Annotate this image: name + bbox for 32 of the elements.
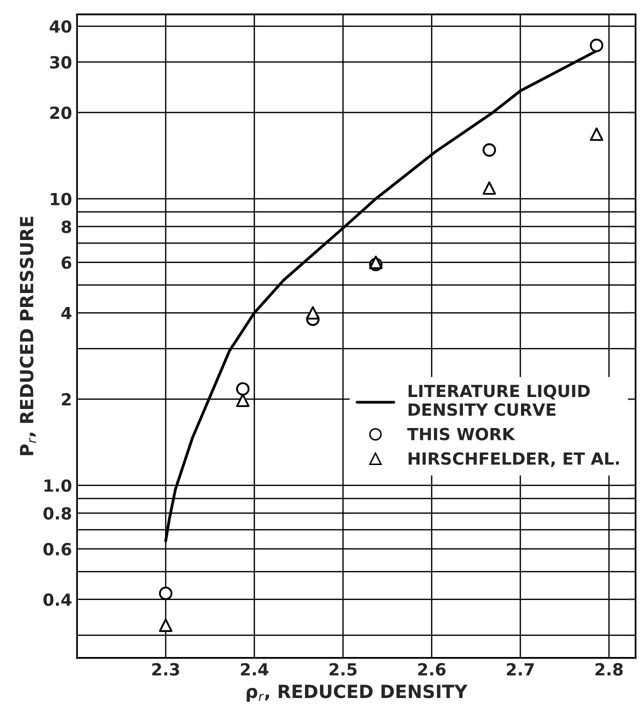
y-tick-label: 2	[62, 393, 71, 406]
point	[158, 586, 172, 600]
point	[482, 181, 496, 195]
y-tick-label: 10	[50, 192, 72, 206]
y-tick-label: 0.8	[43, 507, 72, 520]
x-tick-label: 2.6	[418, 663, 446, 676]
x-tick-label: 2.8	[596, 663, 623, 676]
legend-label: HIRSCHFELDER, ET AL.	[408, 452, 619, 467]
y-tick-label: 1.0	[44, 479, 72, 492]
y-tick-label: 0.6	[43, 542, 72, 556]
x-tick-label: 2.3	[152, 663, 180, 676]
legend-label: THIS WORK	[407, 428, 516, 440]
x-axis-title: ρ$_{r}$, REDUCED DENSITY	[246, 684, 468, 702]
x-tick-label: 2.7	[506, 663, 534, 676]
y-tick-label: 6	[62, 256, 72, 269]
legend-label: LITERATURE LIQUID DENSITY CURVE	[408, 384, 590, 416]
y-tick-label: 20	[50, 106, 72, 120]
y-tick-label: 8	[62, 220, 72, 234]
x-tick-label: 2.4	[240, 663, 268, 676]
point	[306, 306, 320, 320]
point	[590, 127, 604, 141]
y-tick-label: 4	[61, 306, 72, 320]
x-tick-label: 2.5	[330, 663, 357, 676]
point	[158, 618, 172, 632]
y-tick-label: 40	[50, 20, 72, 33]
point	[236, 394, 250, 408]
y-tick-label: 0.4	[43, 593, 72, 606]
point	[236, 382, 250, 396]
point	[590, 38, 604, 52]
y-tick-label: 30	[50, 56, 72, 69]
point	[482, 143, 496, 157]
y-axis-title: P$_{r}$, REDUCED PRESSURE	[20, 216, 36, 456]
